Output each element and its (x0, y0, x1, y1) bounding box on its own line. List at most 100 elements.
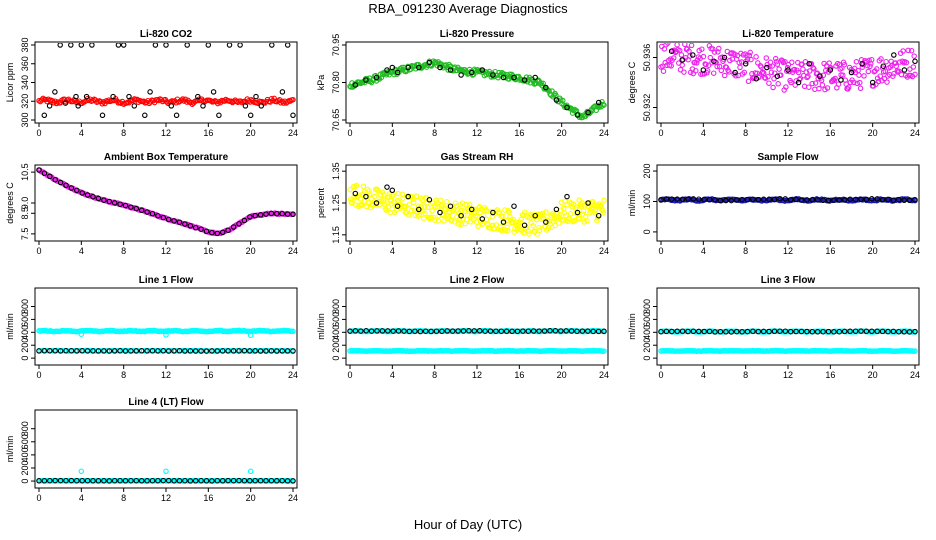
x-tick-label: 16 (203, 128, 213, 138)
data-point (198, 226, 204, 232)
data-point (384, 184, 390, 190)
data-point (219, 348, 226, 354)
data-point (419, 197, 425, 204)
x-tick-label: 24 (288, 370, 298, 380)
data-point (483, 206, 489, 213)
data-point (819, 82, 826, 88)
data-point (410, 199, 417, 206)
data-point (279, 477, 285, 484)
data-point (95, 195, 102, 202)
data-point (149, 477, 156, 484)
data-point (437, 209, 443, 216)
data-point (706, 196, 713, 203)
data-point (733, 328, 740, 335)
data-point (47, 477, 53, 484)
data-point (389, 64, 396, 71)
data-point (405, 212, 412, 218)
data-point (442, 206, 449, 212)
data-point (165, 216, 172, 223)
panel-title: Li-820 CO2 (140, 29, 193, 40)
data-point (878, 56, 884, 62)
data-point (74, 187, 80, 194)
data-point (352, 82, 359, 88)
data-point (820, 197, 826, 204)
data-point (417, 328, 424, 335)
y-tick-label: 600 (20, 434, 30, 449)
data-point (41, 348, 48, 354)
data-point (852, 196, 859, 203)
data-point (214, 348, 221, 354)
data-point (564, 104, 570, 111)
y-tick-label: 600 (20, 312, 30, 327)
data-point (367, 191, 373, 197)
data-point (290, 478, 296, 484)
y-tick-label: 340 (20, 75, 30, 90)
data-point (173, 112, 180, 119)
data-point (493, 328, 499, 334)
data-point (711, 58, 717, 65)
data-point (739, 196, 745, 203)
data-point (36, 348, 42, 354)
data-point (518, 216, 524, 223)
data-point (748, 56, 754, 63)
data-point (252, 212, 258, 219)
data-point (502, 227, 509, 234)
y-tick-label: 800 (642, 299, 652, 314)
data-point (74, 348, 80, 354)
data-point (783, 84, 789, 90)
data-point (912, 71, 918, 78)
data-point (144, 209, 150, 215)
panel-6: Sample Flow 0 4 8 12 16 20 24 0 100 200 ml/min (627, 152, 920, 256)
data-point (439, 328, 445, 335)
y-axis-label: degrees C (627, 61, 637, 103)
data-point (117, 348, 123, 354)
data-point (475, 223, 481, 230)
x-tick-label: 16 (514, 370, 524, 380)
data-point (358, 328, 364, 334)
data-point (532, 212, 538, 219)
data-point (716, 45, 722, 52)
data-point (498, 328, 505, 334)
data-point (182, 348, 188, 354)
data-point (679, 57, 685, 63)
x-tick-label: 24 (910, 370, 920, 380)
data-point (468, 206, 475, 213)
data-point (660, 68, 667, 74)
data-point (79, 348, 85, 354)
data-point (750, 328, 756, 335)
data-point (777, 328, 783, 334)
data-point (885, 196, 891, 203)
data-point (772, 55, 779, 62)
data-point (733, 56, 740, 62)
data-point (847, 328, 853, 335)
x-axis-label: Hour of Day (UTC) (413, 517, 523, 532)
data-point (885, 328, 891, 335)
data-point (447, 203, 454, 209)
data-point (110, 93, 116, 100)
data-point (128, 204, 134, 210)
data-point (507, 213, 513, 220)
data-point (368, 328, 375, 334)
data-point (101, 478, 107, 484)
data-point (458, 72, 464, 78)
data-point (163, 43, 169, 48)
data-point (165, 477, 172, 484)
data-point (122, 348, 129, 354)
data-point (209, 478, 215, 484)
y-axis-label: kPa (316, 75, 326, 91)
data-point (901, 329, 907, 335)
x-tick-label: 24 (910, 128, 920, 138)
data-point (360, 183, 367, 189)
data-point (558, 199, 565, 206)
data-point (171, 348, 177, 354)
y-tick-label: 0 (20, 479, 30, 484)
x-tick-label: 8 (121, 128, 126, 138)
data-point (274, 478, 280, 484)
data-point (570, 201, 577, 208)
data-point (176, 478, 183, 484)
data-point (685, 196, 691, 202)
data-point (741, 69, 748, 76)
data-point (471, 328, 478, 334)
data-point (405, 64, 411, 71)
data-point (389, 187, 396, 194)
